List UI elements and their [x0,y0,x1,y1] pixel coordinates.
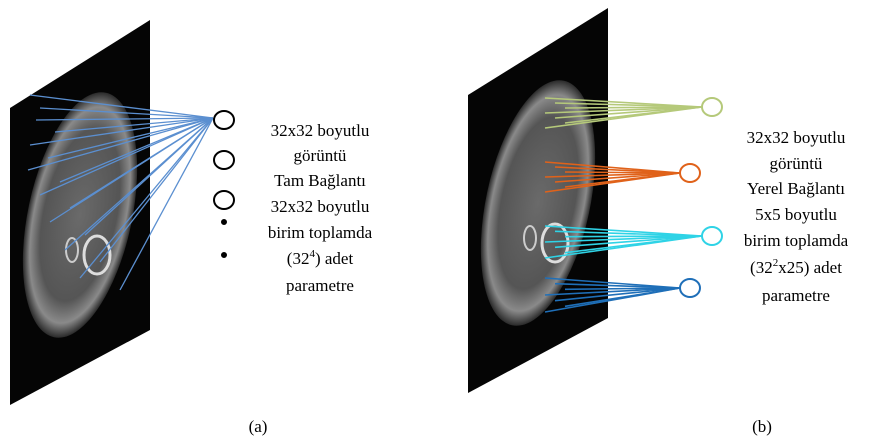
description-line: birim toplamda [744,231,849,250]
text-part: (32 [750,258,773,277]
description-line: 32x32 boyutlu [747,128,846,147]
text-part: x25) adet [778,258,842,277]
description-line: 5x5 boyutlu [755,205,837,224]
description-line: Tam Bağlantı [274,171,366,190]
caption: (a) [249,417,268,436]
caption: (b) [752,417,772,436]
text-part: ) adet [315,249,354,268]
description-line: birim toplamda [268,223,373,242]
description-line: görüntü [770,154,823,173]
description-line: parametre [762,286,830,305]
text-part: (32 [287,249,310,268]
parameter-line: (324) adet [287,248,354,268]
text-a: 32x32 boyutlu görüntü Tam Bağlantı 32x32 bo… [268,121,373,295]
mri-plane-b [461,8,615,393]
description-line: Yerel Bağlantı [747,179,845,198]
neurons-a [214,111,234,257]
description-line: 32x32 boyutlu [271,121,370,140]
description-line: parametre [286,276,354,295]
description-line: 32x32 boyutlu [271,197,370,216]
text-b: 32x32 boyutlu görüntü Yerel Bağlantı 5x5 bo… [744,128,849,305]
neurons-b [680,98,722,297]
description-line: görüntü [294,146,347,165]
parameter-line: (322x25) adet [750,257,842,277]
figure: 32x32 boyutlu görüntü Tam Bağlantı 32x32 bo… [0,0,884,443]
